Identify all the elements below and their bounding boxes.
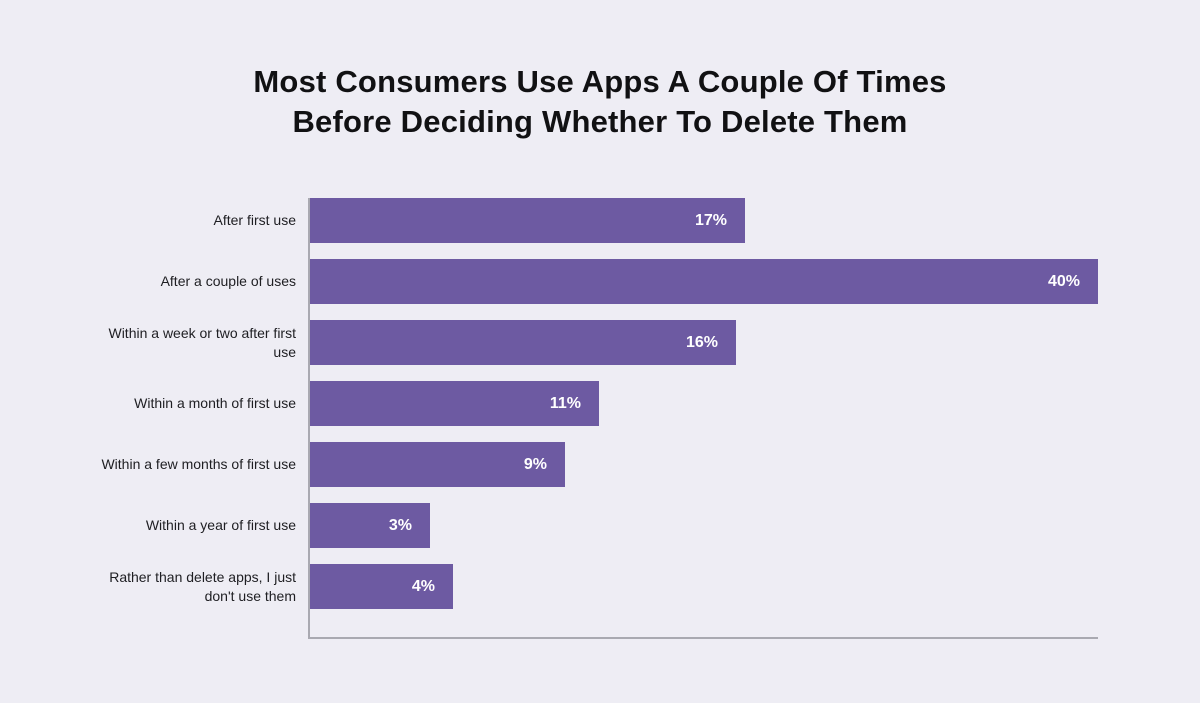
chart-row: Within a few months of first use 9% bbox=[86, 442, 1100, 487]
bar: 40% bbox=[310, 259, 1098, 304]
bar-value-label: 4% bbox=[411, 577, 435, 595]
chart-title-line-1: Most Consumers Use Apps A Couple Of Time… bbox=[253, 64, 947, 99]
bar: 11% bbox=[310, 381, 599, 426]
chart-row: Rather than delete apps, I just don't us… bbox=[86, 564, 1100, 609]
bar-track: 40% bbox=[310, 259, 1100, 304]
category-label: Rather than delete apps, I just don't us… bbox=[109, 568, 296, 604]
category-label: After first use bbox=[213, 212, 296, 228]
category-label: Within a few months of first use bbox=[101, 456, 296, 472]
bar-track: 3% bbox=[310, 503, 1100, 548]
bar-track: 16% bbox=[310, 320, 1100, 365]
bar-track: 17% bbox=[310, 198, 1100, 243]
bar-value-label: 16% bbox=[685, 333, 718, 351]
chart-row: After a couple of uses 40% bbox=[86, 259, 1100, 304]
bar-track: 11% bbox=[310, 381, 1100, 426]
chart-row: After first use 17% bbox=[86, 198, 1100, 243]
bar-value-label: 11% bbox=[549, 394, 581, 412]
bar: 17% bbox=[310, 198, 745, 243]
bar-chart: After first use 17% After a couple of us… bbox=[86, 198, 1100, 639]
bar-track: 4% bbox=[310, 564, 1100, 609]
category-label: Within a year of first use bbox=[145, 517, 296, 533]
chart-title: Most Consumers Use Apps A Couple Of Time… bbox=[0, 62, 1200, 142]
y-axis-line bbox=[308, 198, 310, 639]
bar-track: 9% bbox=[310, 442, 1100, 487]
category-label: Within a week or two after first use bbox=[108, 324, 296, 360]
chart-title-line-2: Before Deciding Whether To Delete Them bbox=[292, 104, 908, 139]
chart-row: Within a week or two after first use 16% bbox=[86, 320, 1100, 365]
chart-rows: After first use 17% After a couple of us… bbox=[86, 198, 1100, 609]
bar: 4% bbox=[310, 564, 453, 609]
chart-row: Within a month of first use 11% bbox=[86, 381, 1100, 426]
bar: 3% bbox=[310, 503, 430, 548]
bar-value-label: 40% bbox=[1047, 272, 1080, 290]
bar-value-label: 3% bbox=[388, 516, 412, 534]
category-label: Within a month of first use bbox=[134, 395, 296, 411]
chart-row: Within a year of first use 3% bbox=[86, 503, 1100, 548]
category-label: After a couple of uses bbox=[160, 273, 296, 289]
bar-value-label: 9% bbox=[523, 455, 547, 473]
bar: 16% bbox=[310, 320, 736, 365]
bar-value-label: 17% bbox=[694, 211, 727, 229]
bar: 9% bbox=[310, 442, 565, 487]
x-axis-line bbox=[308, 637, 1098, 639]
